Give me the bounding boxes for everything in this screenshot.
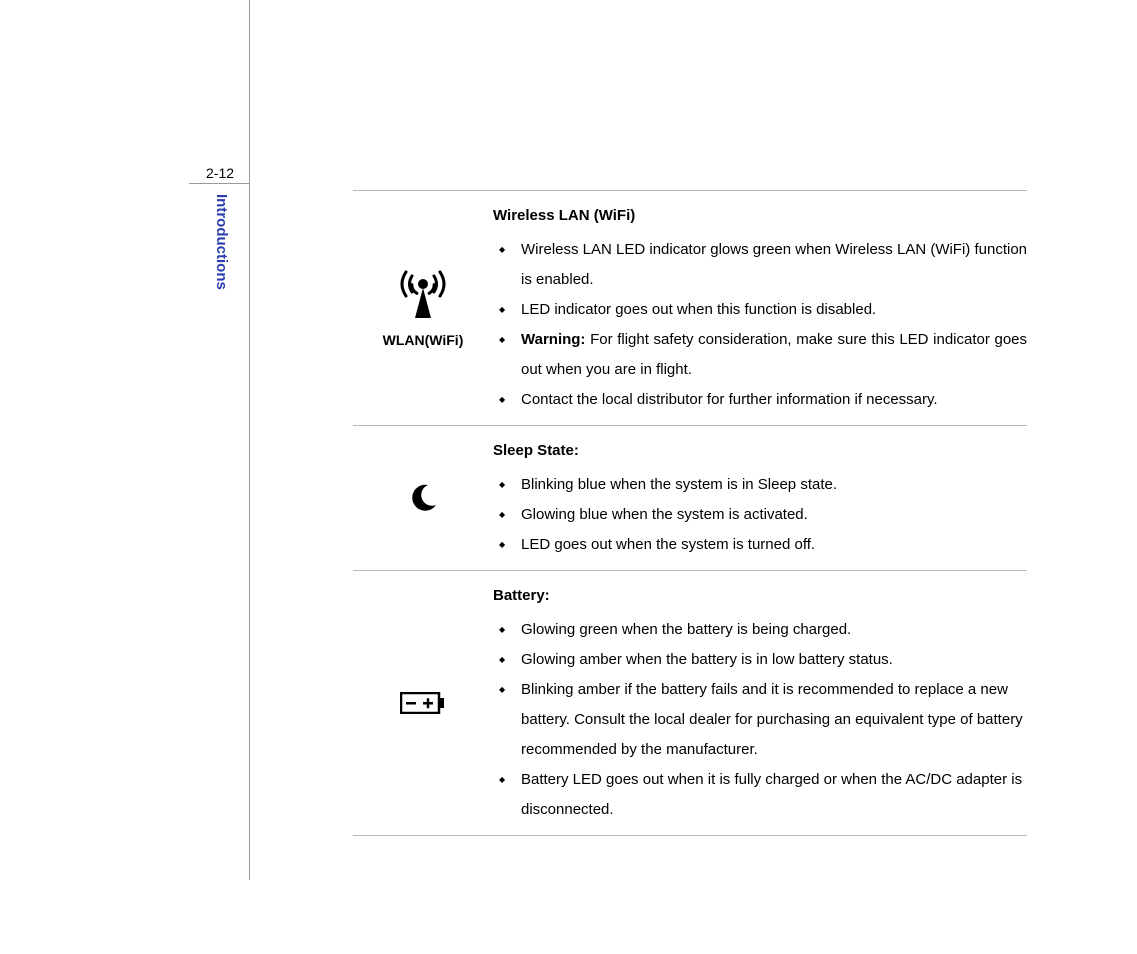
table-row: WLAN(WiFi) Wireless LAN (WiFi) Wireless … [353,191,1027,426]
icon-cell-wifi: WLAN(WiFi) [353,191,493,426]
manual-page: 2-12 Introductions [0,0,1137,954]
list-item: Glowing blue when the system is activate… [521,500,1027,530]
icon-cell-sleep [353,426,493,571]
desc-cell-battery: Battery: Glowing green when the battery … [493,571,1027,836]
list-item: Glowing amber when the battery is in low… [521,645,1027,675]
list-item: LED indicator goes out when this functio… [521,295,1027,325]
list-item: Contact the local distributor for furthe… [521,385,1027,415]
list-item: Wireless LAN LED indicator glows green w… [521,235,1027,295]
list-item: Battery LED goes out when it is fully ch… [521,765,1027,825]
desc-cell-sleep: Sleep State: Blinking blue when the syst… [493,426,1027,571]
section-label: Introductions [213,194,230,290]
icon-label-wifi: WLAN(WiFi) [353,332,493,348]
horizontal-tick [189,183,249,184]
page-number: 2-12 [206,165,234,181]
table-row: Sleep State: Blinking blue when the syst… [353,426,1027,571]
desc-cell-wifi: Wireless LAN (WiFi) Wireless LAN LED ind… [493,191,1027,426]
row-title: Sleep State: [493,436,1027,466]
list-item: Glowing green when the battery is being … [521,615,1027,645]
list-item: LED goes out when the system is turned o… [521,530,1027,560]
bullet-list: Wireless LAN LED indicator glows green w… [493,235,1027,415]
warning-prefix: Warning: [521,331,585,348]
wifi-icon [399,268,447,324]
bullet-list: Blinking blue when the system is in Slee… [493,470,1027,560]
list-item: Blinking blue when the system is in Slee… [521,470,1027,500]
row-title: Battery: [493,581,1027,611]
vertical-divider [249,0,250,880]
list-item: Blinking amber if the battery fails and … [521,675,1027,765]
row-title: Wireless LAN (WiFi) [493,201,1027,231]
icon-cell-battery [353,571,493,836]
battery-icon [400,692,446,714]
list-item: Warning: For flight safety consideration… [521,325,1027,385]
indicator-table: WLAN(WiFi) Wireless LAN (WiFi) Wireless … [353,190,1027,836]
moon-icon [408,483,438,513]
bullet-list: Glowing green when the battery is being … [493,615,1027,825]
content-area: WLAN(WiFi) Wireless LAN (WiFi) Wireless … [353,190,1027,836]
warning-text: For flight safety consideration, make su… [521,331,1027,378]
table-row: Battery: Glowing green when the battery … [353,571,1027,836]
